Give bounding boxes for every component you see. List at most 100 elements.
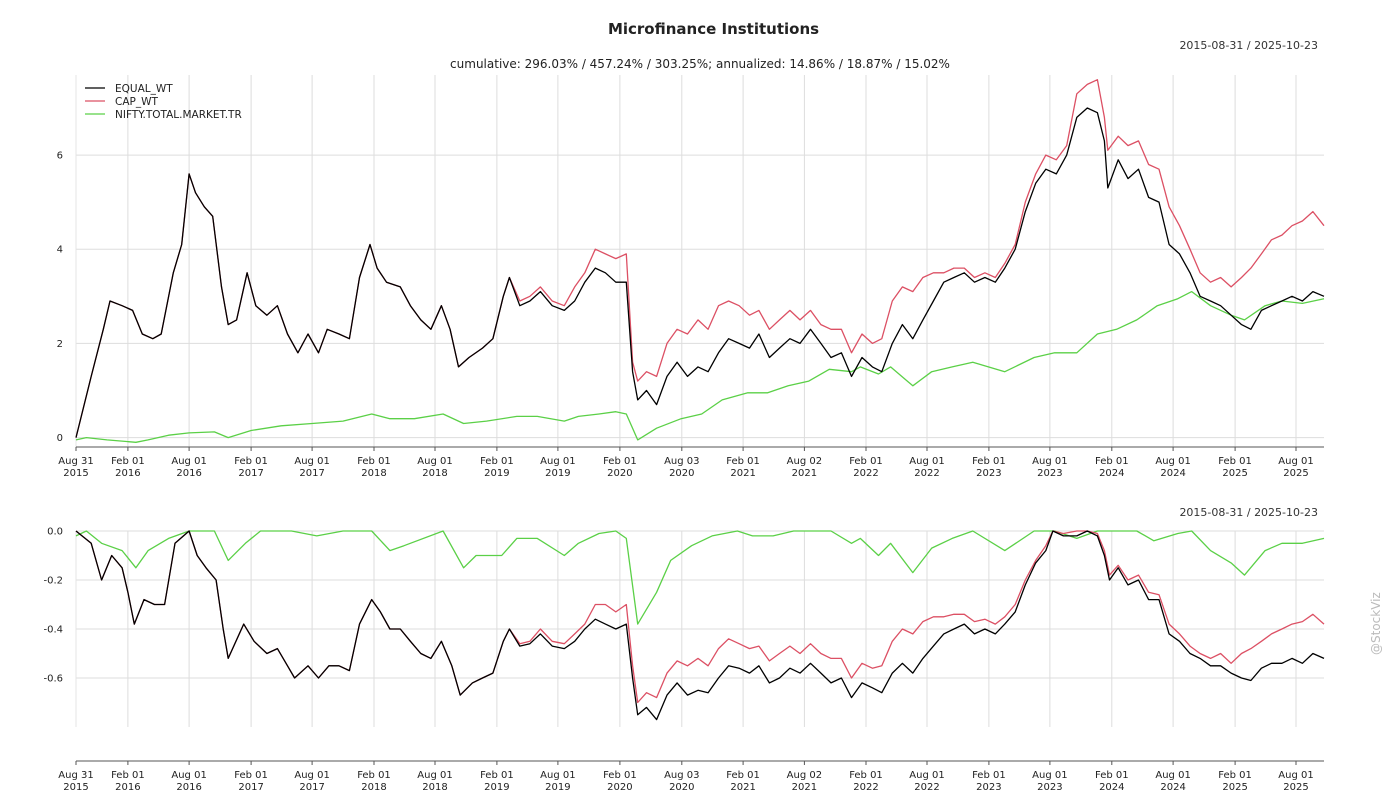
bottom-ytick-label: -0.2 [43, 576, 63, 587]
top-xtick-label-year: 2017 [238, 468, 263, 479]
top-xtick-label-year: 2015 [63, 468, 88, 479]
bottom-xtick-label-year: 2017 [299, 782, 324, 793]
top-xtick-label-year: 2016 [176, 468, 201, 479]
top-xtick-label-month: Feb 01 [972, 456, 1006, 467]
bottom-xtick-label-month: Aug 01 [909, 770, 944, 781]
bottom-ytick-label: -0.6 [43, 674, 63, 685]
bottom-xtick-label-month: Feb 01 [849, 770, 883, 781]
bottom-xtick-label-month: Aug 01 [417, 770, 452, 781]
top-xtick-label-year: 2016 [115, 468, 140, 479]
top-xtick-label-year: 2020 [607, 468, 632, 479]
bottom-xtick-label-month: Aug 03 [664, 770, 699, 781]
top-xtick-label-month: Feb 01 [480, 456, 514, 467]
top-xtick-label-year: 2020 [669, 468, 694, 479]
bottom-xtick-label-year: 2015 [63, 782, 88, 793]
top-xtick-label-month: Feb 01 [357, 456, 391, 467]
bottom-xtick-label-year: 2018 [422, 782, 447, 793]
bottom-xtick-label-year: 2018 [361, 782, 386, 793]
top-ytick-label: 0 [57, 433, 63, 444]
bottom-xtick-label-year: 2016 [176, 782, 201, 793]
top-ytick-label: 4 [57, 245, 63, 256]
chart-subtitle: cumulative: 296.03% / 457.24% / 303.25%;… [450, 57, 950, 71]
top-xtick-label-month: Aug 01 [1155, 456, 1190, 467]
bottom-xtick-label-month: Aug 01 [1032, 770, 1067, 781]
bottom-ytick-label: -0.4 [43, 625, 63, 636]
top-series-cap-wt [75, 79, 1325, 438]
bottom-xtick-label-year: 2024 [1099, 782, 1124, 793]
bottom-xtick-label-year: 2019 [545, 782, 570, 793]
top-xtick-label-year: 2021 [792, 468, 817, 479]
top-series-equal-wt [75, 107, 1325, 438]
top-date-range: 2015-08-31 / 2025-10-23 [1179, 39, 1318, 52]
top-xtick-label-month: Aug 01 [171, 456, 206, 467]
top-xtick-label-year: 2019 [545, 468, 570, 479]
top-xtick-label-year: 2021 [730, 468, 755, 479]
top-xtick-label-month: Feb 01 [1095, 456, 1129, 467]
top-xtick-label-month: Aug 02 [787, 456, 822, 467]
bottom-series-nifty-total-market-tr [75, 530, 1325, 625]
bottom-xtick-label-month: Feb 01 [726, 770, 760, 781]
top-xtick-label-year: 2025 [1222, 468, 1247, 479]
bottom-xtick-label-year: 2020 [607, 782, 632, 793]
top-xtick-label-month: Feb 01 [111, 456, 145, 467]
top-xtick-label-month: Feb 01 [726, 456, 760, 467]
legend-label-0: EQUAL_WT [115, 83, 173, 95]
bottom-series-cap-wt [75, 530, 1325, 704]
bottom-xtick-label-year: 2023 [1037, 782, 1062, 793]
legend-label-1: CAP_WT [115, 96, 158, 108]
bottom-xtick-label-month: Aug 01 [1155, 770, 1190, 781]
bottom-series-equal-wt [75, 530, 1325, 721]
top-xtick-label-month: Feb 01 [1218, 456, 1252, 467]
top-xtick-label-month: Aug 01 [294, 456, 329, 467]
top-xtick-label-year: 2025 [1283, 468, 1308, 479]
top-xtick-label-year: 2022 [853, 468, 878, 479]
bottom-xtick-label-year: 2021 [792, 782, 817, 793]
top-xtick-label-month: Aug 31 [58, 456, 93, 467]
bottom-xtick-label-year: 2023 [976, 782, 1001, 793]
top-xtick-label-year: 2023 [976, 468, 1001, 479]
top-xtick-label-year: 2017 [299, 468, 324, 479]
bottom-xtick-label-month: Aug 01 [540, 770, 575, 781]
bottom-xtick-label-year: 2017 [238, 782, 263, 793]
bottom-xtick-label-month: Feb 01 [1095, 770, 1129, 781]
bottom-xtick-label-month: Feb 01 [603, 770, 637, 781]
bottom-xtick-label-month: Feb 01 [357, 770, 391, 781]
bottom-xtick-label-year: 2021 [730, 782, 755, 793]
top-xtick-label-month: Feb 01 [234, 456, 268, 467]
bottom-xtick-label-year: 2020 [669, 782, 694, 793]
top-ytick-label: 6 [57, 151, 63, 162]
top-series-nifty-total-market-tr [75, 290, 1325, 443]
top-xtick-label-year: 2018 [361, 468, 386, 479]
top-xtick-label-year: 2024 [1099, 468, 1124, 479]
bottom-xtick-label-month: Feb 01 [234, 770, 268, 781]
top-xtick-label-year: 2022 [914, 468, 939, 479]
bottom-xtick-label-month: Feb 01 [111, 770, 145, 781]
chart-title: Microfinance Institutions [607, 20, 820, 38]
top-xtick-label-year: 2019 [484, 468, 509, 479]
bottom-xtick-label-month: Aug 31 [58, 770, 93, 781]
top-xtick-label-month: Feb 01 [849, 456, 883, 467]
bottom-xtick-label-year: 2025 [1222, 782, 1247, 793]
bottom-xtick-label-month: Feb 01 [972, 770, 1006, 781]
top-xtick-label-year: 2023 [1037, 468, 1062, 479]
top-xtick-label-month: Feb 01 [603, 456, 637, 467]
bottom-xtick-label-year: 2022 [914, 782, 939, 793]
bottom-xtick-label-year: 2025 [1283, 782, 1308, 793]
bottom-xtick-label-month: Feb 01 [1218, 770, 1252, 781]
bottom-xtick-label-month: Feb 01 [480, 770, 514, 781]
bottom-xtick-label-year: 2024 [1160, 782, 1185, 793]
top-xtick-label-year: 2024 [1160, 468, 1185, 479]
bottom-xtick-label-month: Aug 02 [787, 770, 822, 781]
bottom-xtick-label-month: Aug 01 [171, 770, 206, 781]
top-xtick-label-month: Aug 03 [664, 456, 699, 467]
top-xtick-label-year: 2018 [422, 468, 447, 479]
top-xtick-label-month: Aug 01 [1278, 456, 1313, 467]
bottom-xtick-label-year: 2016 [115, 782, 140, 793]
top-xtick-label-month: Aug 01 [417, 456, 452, 467]
top-xtick-label-month: Aug 01 [909, 456, 944, 467]
legend-label-2: NIFTY.TOTAL.MARKET.TR [115, 109, 242, 121]
bottom-xtick-label-month: Aug 01 [294, 770, 329, 781]
top-xtick-label-month: Aug 01 [1032, 456, 1067, 467]
bottom-xtick-label-year: 2022 [853, 782, 878, 793]
